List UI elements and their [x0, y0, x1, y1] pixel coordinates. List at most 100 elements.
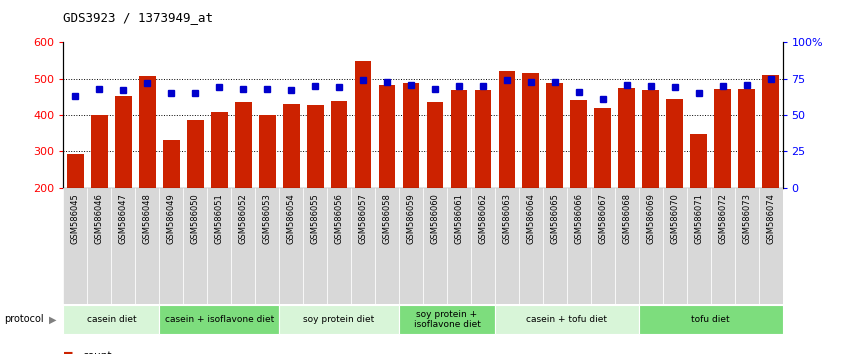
Text: GSM586064: GSM586064	[526, 193, 536, 244]
Text: GSM586053: GSM586053	[263, 193, 272, 244]
Bar	[426, 102, 443, 188]
Bar	[451, 90, 467, 188]
Bar	[618, 88, 635, 188]
Text: GSM586069: GSM586069	[646, 193, 655, 244]
Bar	[567, 188, 591, 304]
Bar	[139, 76, 156, 188]
Bar	[570, 100, 587, 188]
Bar	[163, 141, 179, 188]
Text: ■: ■	[63, 351, 74, 354]
Text: GSM586059: GSM586059	[407, 193, 415, 244]
Bar	[307, 105, 323, 188]
Bar	[279, 188, 303, 304]
Bar	[231, 188, 255, 304]
Bar	[687, 188, 711, 304]
Text: GSM586062: GSM586062	[479, 193, 487, 244]
Bar	[615, 188, 639, 304]
Text: GSM586058: GSM586058	[382, 193, 392, 244]
Bar	[475, 90, 492, 188]
Text: GSM586070: GSM586070	[670, 193, 679, 244]
Bar	[495, 188, 519, 304]
Bar	[591, 188, 615, 304]
Bar	[711, 188, 734, 304]
Text: GSM586054: GSM586054	[287, 193, 295, 244]
Bar	[379, 85, 395, 188]
Text: GSM586055: GSM586055	[310, 193, 320, 244]
Bar	[762, 75, 779, 188]
Text: casein + isoflavone diet: casein + isoflavone diet	[165, 315, 274, 324]
Bar	[351, 188, 375, 304]
Text: casein diet: casein diet	[86, 315, 136, 324]
Text: GSM586047: GSM586047	[119, 193, 128, 244]
Bar	[734, 188, 759, 304]
Bar	[354, 61, 371, 188]
Bar	[690, 133, 707, 188]
Bar	[714, 89, 731, 188]
Bar	[547, 84, 563, 188]
Bar	[595, 108, 611, 188]
Bar	[87, 188, 112, 304]
Bar	[303, 188, 327, 304]
Text: GSM586052: GSM586052	[239, 193, 248, 244]
Text: tofu diet: tofu diet	[691, 315, 730, 324]
Bar	[642, 90, 659, 188]
Text: count: count	[82, 351, 112, 354]
Bar	[259, 115, 276, 188]
Bar	[331, 101, 348, 188]
Bar	[159, 188, 184, 304]
Bar	[667, 99, 683, 188]
Text: GSM586061: GSM586061	[454, 193, 464, 244]
Bar	[639, 188, 662, 304]
Bar	[399, 188, 423, 304]
Bar	[235, 102, 251, 188]
Text: GSM586050: GSM586050	[191, 193, 200, 244]
Text: GSM586056: GSM586056	[335, 193, 343, 244]
Bar	[399, 305, 495, 334]
Bar	[63, 188, 87, 304]
Text: GSM586063: GSM586063	[503, 193, 511, 245]
Bar	[523, 73, 539, 188]
Text: soy protein +
isoflavone diet: soy protein + isoflavone diet	[414, 310, 481, 329]
Bar	[327, 188, 351, 304]
Bar	[639, 305, 783, 334]
Text: GSM586066: GSM586066	[574, 193, 583, 245]
Text: GSM586074: GSM586074	[766, 193, 775, 244]
Bar	[375, 188, 399, 304]
Bar	[403, 84, 420, 188]
Bar	[255, 188, 279, 304]
Bar	[112, 188, 135, 304]
Bar	[447, 188, 471, 304]
Bar	[543, 188, 567, 304]
Bar	[67, 154, 84, 188]
Text: GSM586073: GSM586073	[742, 193, 751, 245]
Bar	[63, 305, 159, 334]
Text: GSM586051: GSM586051	[215, 193, 223, 244]
Bar	[283, 104, 299, 188]
Bar	[759, 188, 783, 304]
Bar	[519, 188, 543, 304]
Bar	[184, 188, 207, 304]
Text: GSM586045: GSM586045	[71, 193, 80, 244]
Bar	[471, 188, 495, 304]
Text: ▶: ▶	[49, 314, 57, 325]
Bar	[662, 188, 687, 304]
Bar	[159, 305, 279, 334]
Bar	[498, 71, 515, 188]
Text: GSM586057: GSM586057	[359, 193, 367, 244]
Text: GSM586060: GSM586060	[431, 193, 439, 244]
Text: GDS3923 / 1373949_at: GDS3923 / 1373949_at	[63, 11, 213, 24]
Bar	[279, 305, 399, 334]
Bar	[91, 115, 107, 188]
Text: GSM586068: GSM586068	[623, 193, 631, 245]
Text: GSM586067: GSM586067	[598, 193, 607, 245]
Text: GSM586065: GSM586065	[551, 193, 559, 244]
Bar	[135, 188, 159, 304]
Text: casein + tofu diet: casein + tofu diet	[526, 315, 607, 324]
Bar	[739, 88, 755, 188]
Bar	[187, 120, 204, 188]
Text: protocol: protocol	[4, 314, 44, 325]
Bar	[211, 112, 228, 188]
Text: soy protein diet: soy protein diet	[304, 315, 375, 324]
Bar	[495, 305, 639, 334]
Text: GSM586049: GSM586049	[167, 193, 176, 244]
